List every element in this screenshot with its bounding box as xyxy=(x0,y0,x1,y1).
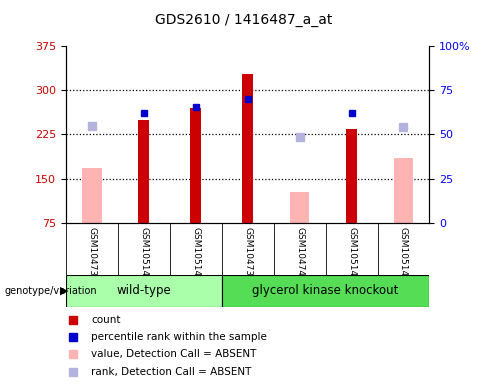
Text: rank, Detection Call = ABSENT: rank, Detection Call = ABSENT xyxy=(91,366,252,377)
Bar xyxy=(290,192,309,223)
Text: glycerol kinase knockout: glycerol kinase knockout xyxy=(252,285,399,297)
Bar xyxy=(138,120,149,223)
Bar xyxy=(222,275,429,307)
Text: ▶: ▶ xyxy=(60,286,68,296)
Text: value, Detection Call = ABSENT: value, Detection Call = ABSENT xyxy=(91,349,257,359)
Bar xyxy=(66,275,222,307)
Text: GSM105141: GSM105141 xyxy=(191,227,200,282)
Text: GSM105140: GSM105140 xyxy=(139,227,148,282)
Text: GSM105142: GSM105142 xyxy=(347,227,356,281)
Text: GSM104736: GSM104736 xyxy=(243,227,252,282)
Text: GSM105144: GSM105144 xyxy=(399,227,408,281)
Text: wild-type: wild-type xyxy=(117,285,171,297)
Text: percentile rank within the sample: percentile rank within the sample xyxy=(91,332,267,342)
Bar xyxy=(394,158,413,223)
Text: count: count xyxy=(91,314,121,325)
Text: GDS2610 / 1416487_a_at: GDS2610 / 1416487_a_at xyxy=(155,13,333,27)
Bar xyxy=(82,168,102,223)
Text: GSM104738: GSM104738 xyxy=(87,227,96,282)
Bar xyxy=(242,74,253,223)
Bar xyxy=(190,108,202,223)
Bar xyxy=(346,129,357,223)
Text: genotype/variation: genotype/variation xyxy=(5,286,98,296)
Text: GSM104740: GSM104740 xyxy=(295,227,304,281)
